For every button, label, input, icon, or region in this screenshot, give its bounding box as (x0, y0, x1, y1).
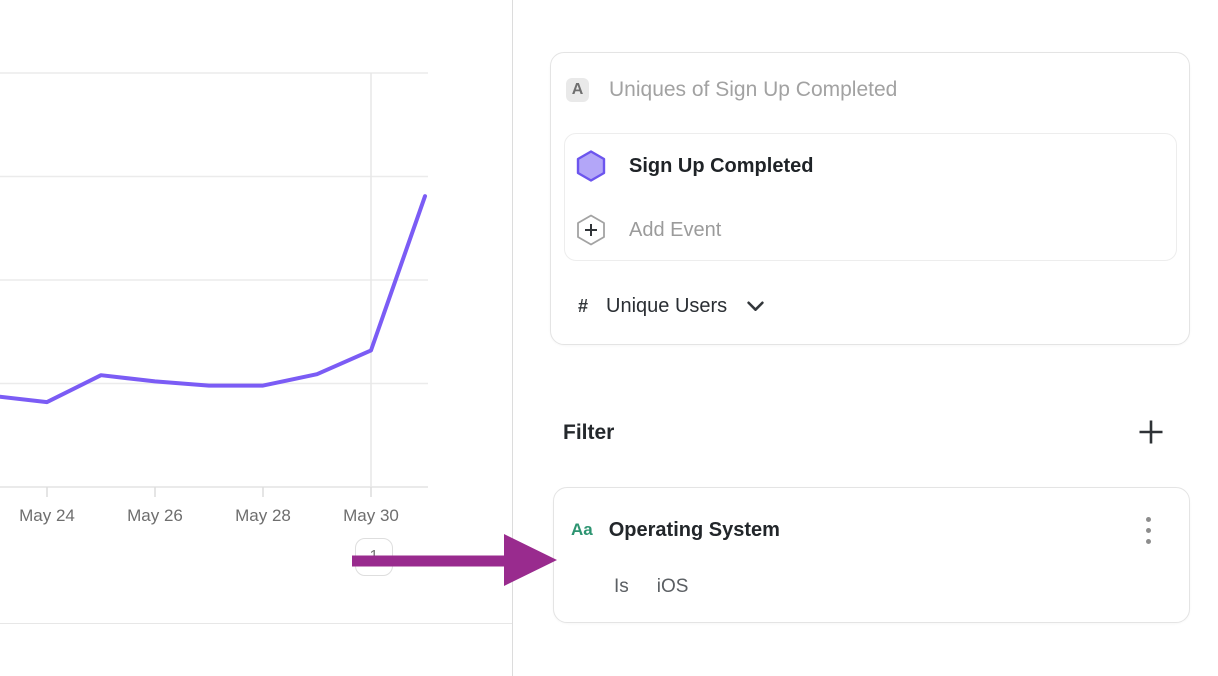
filter-value: iOS (656, 576, 689, 597)
filter-property-name[interactable]: Operating System (608, 518, 780, 541)
filter-section-heading: Filter (563, 421, 615, 444)
query-builder-card: A Uniques of Sign Up Completed Sign Up C… (550, 52, 1190, 345)
kebab-menu-icon[interactable] (1138, 515, 1158, 545)
event-row[interactable]: Sign Up Completed (565, 134, 1176, 198)
metric-header-row: A Uniques of Sign Up Completed (566, 78, 897, 102)
metric-selector[interactable]: # Unique Users (578, 291, 764, 321)
add-event-icon (577, 214, 605, 246)
metric-header-title: Uniques of Sign Up Completed (609, 78, 898, 101)
series-a-badge: A (566, 78, 589, 102)
event-name: Sign Up Completed (629, 154, 814, 177)
query-sidebar: A Uniques of Sign Up Completed Sign Up C… (513, 0, 1218, 676)
filter-operator: Is (614, 576, 629, 597)
svg-text:May 26: May 26 (127, 506, 183, 525)
add-event-button[interactable]: Add Event (565, 198, 1176, 262)
number-type-icon: # (578, 295, 589, 316)
chart-panel: May 24 May 26 May 28 May 30 1 (0, 0, 513, 676)
svg-text:May 28: May 28 (235, 506, 291, 525)
svg-text:May 24: May 24 (19, 506, 75, 525)
filter-condition[interactable]: Is iOS (614, 576, 688, 598)
panel-divider (512, 0, 513, 676)
svg-text:May 30: May 30 (343, 506, 399, 525)
metric-label: Unique Users (606, 294, 728, 317)
line-chart: May 24 May 26 May 28 May 30 (0, 72, 428, 525)
filter-property-row: Aa Operating System (571, 513, 1169, 547)
filter-card: Aa Operating System Is iOS (553, 487, 1190, 623)
events-group: Sign Up Completed Add Event (564, 133, 1177, 261)
string-property-icon: Aa (571, 520, 593, 539)
add-event-label: Add Event (629, 218, 722, 241)
add-filter-button[interactable] (1138, 419, 1164, 445)
chevron-down-icon (747, 301, 764, 311)
pagination-page-label: 1 (369, 548, 379, 565)
pagination-page-button[interactable]: 1 (355, 538, 393, 576)
panel-footer-divider (0, 623, 513, 624)
event-hexagon-icon (576, 150, 606, 182)
